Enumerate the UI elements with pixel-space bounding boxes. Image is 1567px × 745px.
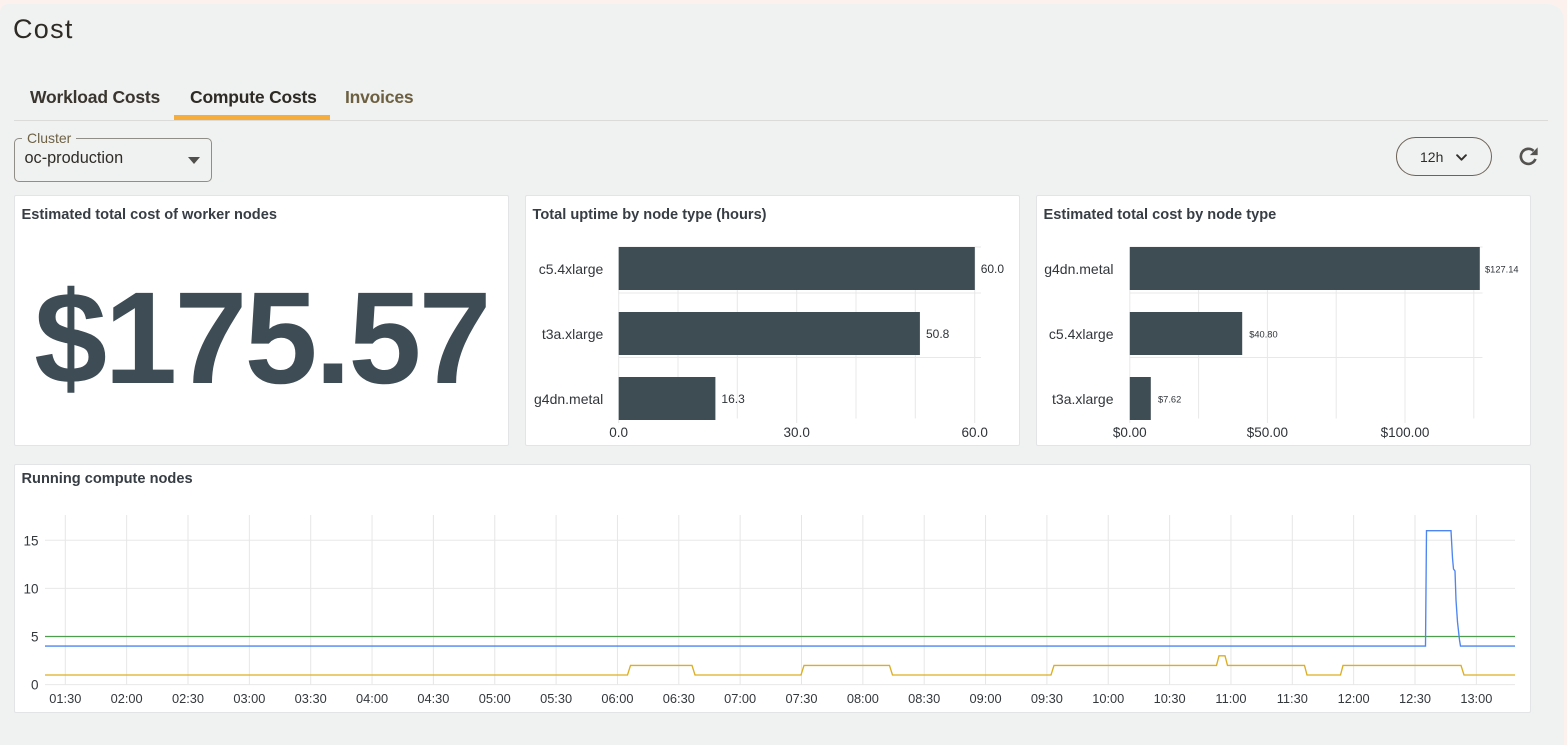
svg-text:30.0: 30.0 [784, 425, 810, 440]
svg-text:03:30: 03:30 [295, 691, 327, 706]
svg-text:60.0: 60.0 [962, 425, 988, 440]
svg-text:c5.4xlarge: c5.4xlarge [1049, 326, 1114, 342]
svg-text:$40.80: $40.80 [1249, 329, 1277, 339]
svg-text:05:00: 05:00 [479, 691, 511, 706]
svg-text:11:30: 11:30 [1277, 691, 1308, 706]
svg-text:0.0: 0.0 [609, 425, 628, 440]
svg-text:04:30: 04:30 [417, 691, 449, 706]
svg-text:09:00: 09:00 [970, 691, 1002, 706]
svg-text:12:00: 12:00 [1338, 691, 1370, 706]
svg-text:13:00: 13:00 [1460, 691, 1492, 706]
svg-text:06:30: 06:30 [663, 691, 695, 706]
svg-text:g4dn.metal: g4dn.metal [1044, 261, 1113, 277]
svg-text:02:30: 02:30 [172, 691, 204, 706]
svg-text:04:00: 04:00 [356, 691, 388, 706]
svg-text:01:30: 01:30 [49, 691, 81, 706]
svg-text:09:30: 09:30 [1031, 691, 1063, 706]
svg-text:$50.00: $50.00 [1247, 425, 1288, 440]
svg-text:$127.14: $127.14 [1485, 265, 1519, 275]
svg-text:5: 5 [31, 630, 39, 645]
svg-text:c5.4xlarge: c5.4xlarge [539, 261, 604, 277]
svg-text:15: 15 [23, 533, 38, 548]
svg-text:10: 10 [23, 581, 38, 596]
svg-text:$0.00: $0.00 [1113, 425, 1147, 440]
svg-text:07:00: 07:00 [724, 691, 756, 706]
svg-text:16.3: 16.3 [721, 392, 745, 406]
svg-text:03:00: 03:00 [233, 691, 265, 706]
svg-text:08:30: 08:30 [908, 691, 940, 706]
svg-text:g4dn.metal: g4dn.metal [534, 391, 603, 407]
svg-text:t3a.xlarge: t3a.xlarge [1052, 391, 1114, 407]
svg-text:60.0: 60.0 [981, 262, 1005, 276]
svg-text:05:30: 05:30 [540, 691, 572, 706]
svg-text:12:30: 12:30 [1399, 691, 1431, 706]
svg-text:11:00: 11:00 [1215, 691, 1246, 706]
svg-text:02:00: 02:00 [111, 691, 143, 706]
svg-text:$100.00: $100.00 [1381, 425, 1430, 440]
svg-text:07:30: 07:30 [785, 691, 817, 706]
svg-text:06:00: 06:00 [601, 691, 633, 706]
svg-text:08:00: 08:00 [847, 691, 879, 706]
svg-text:$7.62: $7.62 [1158, 394, 1181, 404]
svg-text:t3a.xlarge: t3a.xlarge [542, 326, 604, 342]
svg-text:10:30: 10:30 [1154, 691, 1186, 706]
svg-text:50.8: 50.8 [926, 327, 950, 341]
svg-text:10:00: 10:00 [1092, 691, 1124, 706]
svg-text:0: 0 [31, 678, 39, 693]
